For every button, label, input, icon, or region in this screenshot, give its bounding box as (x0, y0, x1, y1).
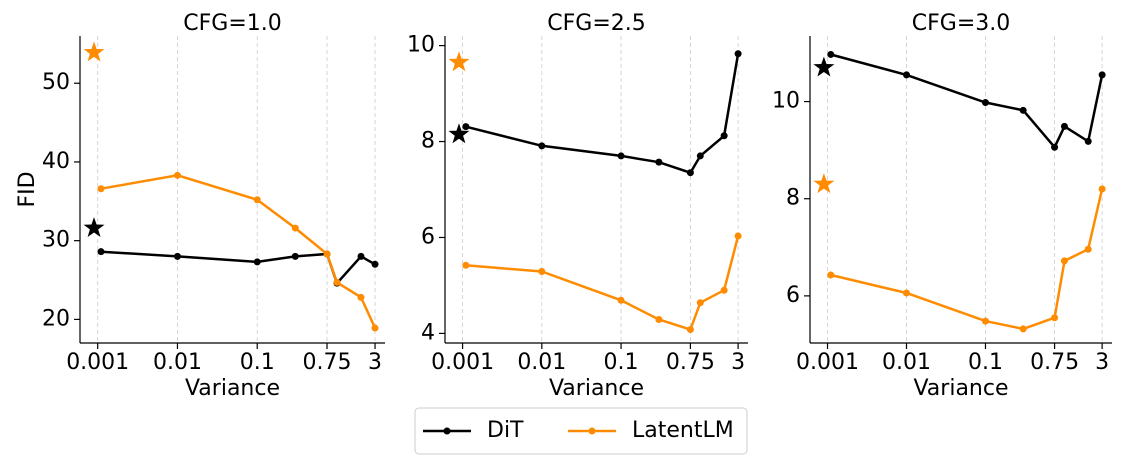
y-axis-label: FID (15, 171, 40, 207)
y-tick-label: 30 (42, 228, 70, 253)
data-point (371, 324, 379, 332)
legend-dot (443, 427, 451, 435)
legend-dot (588, 427, 596, 435)
data-point (538, 142, 546, 150)
data-point (686, 326, 694, 334)
series-line (465, 235, 740, 332)
legend-label: LatentLM (632, 418, 734, 443)
x-axis-label: Variance (185, 376, 280, 401)
data-point (333, 278, 341, 286)
x-tick-label: 0.001 (796, 350, 859, 375)
star-marker (448, 51, 470, 72)
x-tick-label: 0.1 (968, 350, 1003, 375)
data-point (173, 171, 181, 179)
data-point (617, 152, 625, 160)
data-point (1060, 122, 1068, 130)
y-tick-label: 10 (772, 89, 800, 114)
data-point (902, 71, 910, 79)
data-point (97, 185, 105, 193)
data-point (173, 252, 181, 260)
data-point (617, 296, 625, 304)
y-tick-label: 4 (421, 320, 435, 345)
star-marker (83, 41, 105, 62)
chart-title: CFG=2.5 (547, 11, 645, 36)
data-point (462, 261, 470, 269)
x-tick-label: 0.1 (240, 350, 275, 375)
y-tick-label: 20 (42, 306, 70, 331)
data-point (902, 289, 910, 297)
x-tick-label: 0.01 (517, 350, 566, 375)
data-point (655, 158, 663, 166)
data-point (1051, 143, 1059, 151)
x-tick-label: 0.001 (431, 350, 494, 375)
x-tick-label: 3 (368, 350, 382, 375)
series-line (465, 53, 740, 175)
data-point (97, 248, 105, 256)
x-axis-label: Variance (913, 376, 1008, 401)
x-tick-label: 0.75 (1030, 350, 1079, 375)
data-point (1084, 245, 1092, 253)
data-point (1098, 185, 1106, 193)
data-point (1098, 71, 1106, 79)
x-tick-label: 0.75 (303, 350, 352, 375)
data-point (462, 123, 470, 131)
series-line (100, 174, 377, 329)
star-marker (813, 56, 835, 77)
data-point (981, 99, 989, 107)
x-tick-label: 3 (731, 350, 745, 375)
x-axis-label: Variance (549, 376, 644, 401)
data-point (291, 252, 299, 260)
data-point (981, 317, 989, 325)
data-point (291, 224, 299, 232)
data-point (827, 271, 835, 279)
data-point (357, 293, 365, 301)
data-point (686, 169, 694, 177)
y-tick-label: 8 (421, 129, 435, 154)
y-tick-label: 8 (786, 186, 800, 211)
chart-title: CFG=1.0 (183, 11, 281, 36)
y-tick-label: 10 (407, 33, 435, 58)
data-point (720, 286, 728, 294)
data-point (696, 152, 704, 160)
chart-title: CFG=3.0 (912, 11, 1010, 36)
series-line (830, 53, 1104, 150)
data-point (655, 315, 663, 323)
legend-label: DiT (487, 418, 524, 443)
y-tick-label: 40 (42, 149, 70, 174)
series-line (830, 188, 1104, 331)
data-point (1084, 137, 1092, 145)
y-tick-label: 50 (42, 70, 70, 95)
data-point (357, 252, 365, 260)
x-tick-label: 3 (1095, 350, 1109, 375)
y-tick-label: 6 (421, 224, 435, 249)
data-point (827, 50, 835, 58)
data-point (696, 299, 704, 307)
data-point (734, 232, 742, 240)
data-point (538, 268, 546, 276)
y-tick-label: 6 (786, 283, 800, 308)
x-tick-label: 0.01 (882, 350, 931, 375)
data-point (253, 196, 261, 204)
x-tick-label: 0.01 (153, 350, 202, 375)
data-point (323, 250, 331, 258)
x-tick-label: 0.75 (666, 350, 715, 375)
star-marker (83, 217, 105, 237)
series-line (100, 250, 376, 286)
data-point (1019, 106, 1027, 114)
x-tick-label: 0.001 (66, 350, 129, 375)
data-point (371, 260, 379, 268)
data-point (734, 50, 742, 58)
star-marker (448, 123, 470, 144)
data-point (1019, 325, 1027, 333)
star-marker (813, 173, 835, 194)
x-tick-label: 0.1 (604, 350, 639, 375)
data-point (253, 258, 261, 266)
data-point (1060, 257, 1068, 265)
data-point (1051, 314, 1059, 322)
legend: DiT LatentLM (414, 407, 748, 455)
data-point (720, 132, 728, 140)
